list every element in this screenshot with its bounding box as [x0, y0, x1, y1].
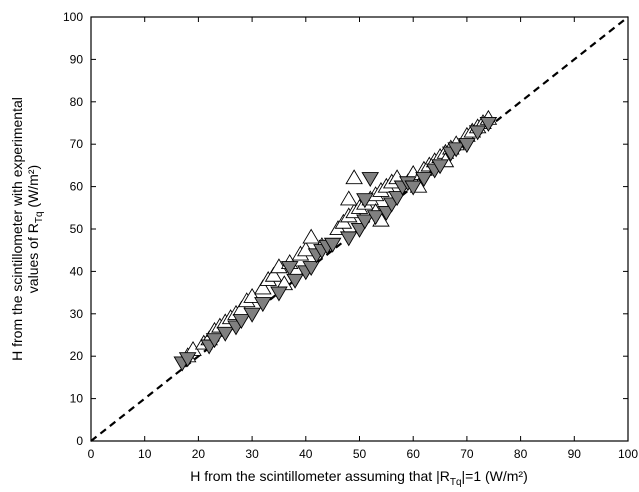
data-point-filled-triangle	[339, 231, 358, 247]
data-point-open-triangle	[302, 228, 320, 244]
data-point-filled-triangle	[431, 159, 449, 175]
data-point-filled-triangle	[388, 191, 406, 207]
y-tick-label: 30	[70, 307, 84, 321]
y-tick-label: 0	[76, 434, 83, 448]
data-point-filled-triangle	[243, 307, 261, 323]
data-point-filled-triangle	[479, 116, 498, 132]
data-point-open-triangle	[264, 266, 283, 282]
data-point-open-triangle	[345, 169, 363, 185]
data-point-filled-triangle	[415, 172, 433, 188]
data-point-filled-triangle	[366, 210, 385, 226]
y-tick-label: 70	[70, 137, 84, 151]
y-axis-label: H from the scintillometer with experimen…	[9, 97, 45, 361]
data-point-filled-triangle	[280, 261, 299, 277]
data-point-filled-triangle	[447, 142, 465, 158]
data-point-filled-triangle	[216, 326, 235, 342]
x-tick-label: 30	[245, 447, 259, 461]
x-tick-label: 60	[407, 447, 421, 461]
x-tick-label: 10	[138, 447, 152, 461]
y-axis-label-line2: values of RTq (W/m²)	[25, 165, 45, 293]
data-point-filled-triangle	[356, 193, 374, 209]
data-point-open-triangle	[254, 279, 272, 295]
y-axis-label-line1: H from the scintillometer with experimen…	[9, 97, 25, 361]
y-tick-label: 80	[70, 95, 84, 109]
data-point-filled-triangle	[404, 180, 422, 196]
points-layer	[173, 109, 498, 372]
data-point-filled-triangle	[302, 261, 320, 277]
data-point-filled-triangle	[270, 286, 288, 302]
data-point-filled-triangle	[361, 172, 380, 188]
y-tick-label: 40	[70, 264, 84, 278]
data-point-filled-triangle	[468, 125, 487, 141]
data-point-filled-triangle	[356, 214, 374, 230]
y-tick-label: 60	[70, 180, 84, 194]
data-point-filled-triangle	[232, 314, 251, 330]
data-point-filled-triangle	[254, 297, 272, 313]
y-tick-label: 90	[70, 52, 84, 66]
y-tick-label: 50	[70, 222, 84, 236]
x-tick-label: 40	[299, 447, 313, 461]
x-tick-label: 50	[353, 447, 367, 461]
x-tick-label: 90	[568, 447, 582, 461]
x-tick-label: 80	[514, 447, 528, 461]
data-point-filled-triangle	[323, 237, 342, 253]
x-tick-label: 100	[618, 447, 638, 461]
ticks-layer: 0 10 20 30 40 50 60 70 80 90 100 0 10 20 30 40 50 60 70 80 9…	[63, 10, 638, 461]
y-tick-label: 10	[70, 392, 84, 406]
data-point-filled-triangle	[286, 273, 304, 289]
data-point-open-triangle	[339, 190, 358, 206]
data-point-filled-triangle	[178, 352, 197, 368]
x-tick-label: 70	[460, 447, 474, 461]
x-tick-label: 20	[192, 447, 206, 461]
x-tick-label: 0	[88, 447, 95, 461]
x-axis-label: H from the scintillometer assuming that …	[190, 468, 528, 488]
data-point-filled-triangle	[205, 333, 224, 349]
data-point-filled-triangle	[458, 138, 476, 154]
y-tick-label: 20	[70, 349, 84, 363]
y-tick-label: 100	[63, 10, 83, 24]
